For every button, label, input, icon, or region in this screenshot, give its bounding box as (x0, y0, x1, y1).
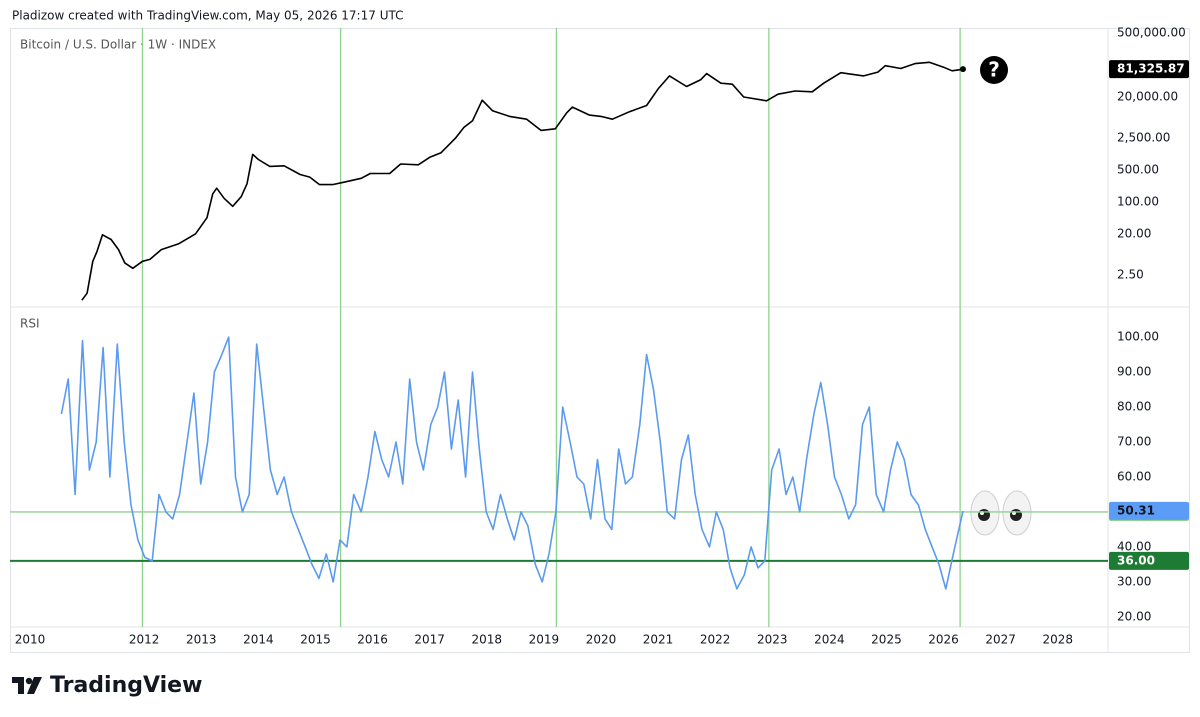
last-price-label: 81,325.87 (1117, 62, 1185, 76)
y-tick-label: 60.00 (1117, 469, 1151, 483)
y-tick-label: 2.50 (1117, 268, 1144, 282)
x-tick-label: 2022 (700, 633, 731, 647)
x-tick-label: 2019 (529, 633, 560, 647)
x-tick-label: 2021 (643, 633, 674, 647)
last-value-label-box (1109, 501, 1189, 520)
brand-name: TradingView (50, 673, 202, 698)
chart-frame (10, 28, 1190, 653)
y-tick-label: 30.00 (1117, 574, 1151, 588)
y-tick-label: 70.00 (1117, 434, 1151, 448)
y-tick-label: 40.00 (1117, 539, 1151, 553)
level-label: 36.00 (1117, 553, 1155, 567)
x-tick-label: 2020 (586, 633, 617, 647)
x-tick-label: 2023 (757, 633, 788, 647)
annotation: ? (988, 58, 1000, 82)
x-tick-label: 2016 (357, 633, 388, 647)
x-tick-label: 2024 (814, 633, 845, 647)
x-tick-label: 2015 (300, 633, 331, 647)
y-tick-label: 500,000.00 (1117, 26, 1186, 40)
y-tick-label: 20.00 (1117, 609, 1151, 623)
x-tick-label: 2028 (1042, 633, 1073, 647)
last-value-label: 50.31 (1117, 503, 1155, 517)
y-tick-label: 20,000.00 (1117, 89, 1178, 103)
series-line (81, 61, 964, 301)
header: Pladizow created with TradingView.com, M… (12, 9, 403, 23)
y-tick-label: 80.00 (1117, 400, 1151, 414)
y-tick-label: 100.00 (1117, 330, 1159, 344)
x-tick-label: 2025 (871, 633, 902, 647)
x-tick-label: 2017 (414, 633, 445, 647)
brand-logo (12, 677, 42, 694)
annotation-badge (980, 56, 1008, 84)
y-tick-label: 100.00 (1117, 194, 1159, 208)
x-tick-label: 2026 (928, 633, 959, 647)
y-tick-label: 500.00 (1117, 163, 1159, 177)
y-tick-label: 90.00 (1117, 365, 1151, 379)
x-tick-label: 2012 (129, 633, 160, 647)
x-tick-label: 2010 (15, 633, 46, 647)
y-tick-label: 2,500.00 (1117, 131, 1170, 145)
price-title: Bitcoin / U.S. Dollar · 1W · INDEX (20, 38, 216, 52)
last-price-dot (959, 66, 966, 73)
x-tick-label: 2013 (186, 633, 217, 647)
eyes-emoji (970, 490, 1032, 536)
rsi-title: RSI (20, 317, 40, 331)
level-label-box (1109, 551, 1189, 570)
series-line (60, 336, 964, 590)
x-tick-label: 2027 (985, 633, 1016, 647)
y-tick-label: 20.00 (1117, 226, 1151, 240)
x-tick-label: 2018 (471, 633, 502, 647)
x-tick-label: 2014 (243, 633, 274, 647)
last-price-label-box (1109, 60, 1189, 79)
